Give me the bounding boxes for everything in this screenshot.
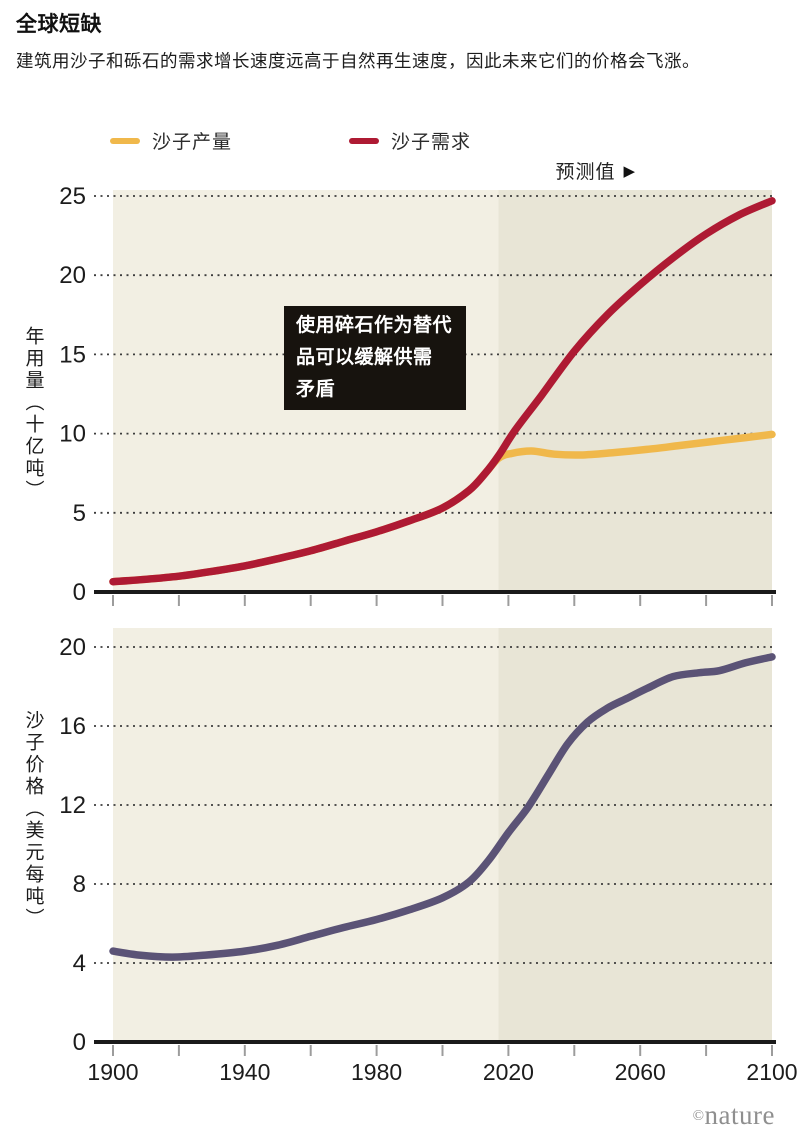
legend-item-production: 沙子产量 (110, 127, 232, 154)
y-tick-label: 0 (73, 579, 86, 606)
y-tick-label: 20 (59, 262, 86, 289)
page-title: 全球短缺 (16, 13, 102, 36)
price-axis-title: 沙子价格（美元每吨） (22, 710, 44, 930)
demand-line-swatch (349, 137, 379, 144)
page-subtitle: 建筑用沙子和砾石的需求增长速度远高于自然再生速度，因此未来它们的价格会飞涨。 (16, 51, 700, 71)
x-tick-label: 2020 (483, 1059, 534, 1085)
copyright-icon: © (692, 1108, 705, 1124)
forecast-label-text: 预测值 (555, 162, 616, 183)
y-tick-label: 8 (73, 871, 86, 898)
legend-label-production: 沙子产量 (152, 132, 233, 153)
forecast-label: 预测值 ▶ (555, 157, 636, 184)
x-tick-label: 1900 (87, 1059, 138, 1085)
annotation-callout: 使用碎石作为替代 品可以缓解供需 矛盾 (284, 306, 466, 410)
forecast-region (498, 190, 772, 591)
annotation-line: 使用碎石作为替代 (296, 315, 453, 336)
y-tick-label: 12 (59, 792, 86, 819)
annotation-line: 矛盾 (296, 379, 336, 400)
x-tick-label: 1980 (351, 1059, 402, 1085)
credit-brand: nature (704, 1100, 775, 1130)
y-tick-label: 25 (59, 183, 86, 210)
x-tick-label: 2060 (615, 1059, 666, 1085)
annotation-line: 品可以缓解供需 (296, 347, 433, 368)
usage-axis-title: 年用量（十亿吨） (22, 326, 44, 502)
y-tick-label: 20 (59, 634, 86, 661)
y-tick-label: 4 (73, 950, 86, 977)
forecast-arrow-icon: ▶ (623, 162, 636, 180)
x-tick-label: 1940 (219, 1059, 270, 1085)
forecast-region (498, 628, 772, 1041)
price-line (109, 653, 776, 961)
history-region (113, 628, 499, 1041)
y-tick-label: 10 (59, 421, 86, 448)
legend-label-demand: 沙子需求 (391, 132, 472, 153)
production-line-swatch (110, 137, 140, 144)
y-tick-label: 16 (59, 713, 86, 740)
y-tick-label: 0 (73, 1029, 86, 1056)
demand-line (109, 197, 776, 586)
x-tick-label: 2100 (746, 1059, 797, 1085)
y-tick-label: 5 (73, 500, 86, 527)
legend-item-demand: 沙子需求 (349, 127, 471, 154)
y-tick-label: 15 (59, 341, 86, 368)
nature-credit: ©nature (693, 1100, 775, 1131)
